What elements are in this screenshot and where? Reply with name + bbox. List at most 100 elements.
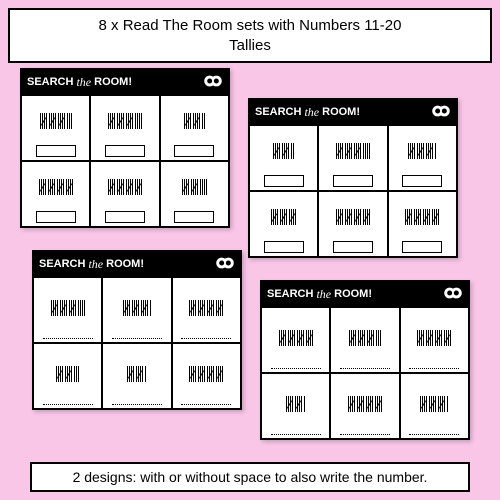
worksheet-cell — [249, 125, 318, 191]
answer-box — [333, 241, 373, 253]
worksheet-cell — [318, 191, 387, 257]
binoculars-icon — [443, 284, 463, 302]
tally-marks — [418, 377, 450, 431]
answer-line — [409, 368, 459, 369]
tally-marks — [403, 195, 441, 239]
worksheet-cell — [33, 343, 102, 409]
worksheet-cell — [33, 277, 102, 343]
answer-box — [402, 175, 442, 187]
tally-marks — [106, 99, 144, 143]
tally-marks — [415, 311, 453, 365]
binoculars-icon — [215, 254, 235, 272]
worksheet-grid — [249, 125, 457, 257]
tally-marks — [49, 281, 87, 335]
answer-line — [181, 404, 231, 405]
header-word2: the — [304, 105, 319, 120]
worksheet-1: SEARCHtheROOM! — [20, 68, 230, 228]
tally-marks — [284, 377, 307, 431]
answer-line — [112, 404, 162, 405]
worksheet-cell — [400, 307, 469, 373]
header-word1: SEARCH — [27, 76, 73, 88]
worksheet-cell — [249, 191, 318, 257]
tally-marks — [106, 165, 144, 209]
footer-box: 2 designs: with or without space to also… — [30, 462, 470, 492]
worksheet-grid — [21, 95, 229, 227]
tally-marks — [347, 311, 383, 365]
worksheet-cell — [90, 95, 159, 161]
worksheet-header: SEARCHtheROOM! — [21, 69, 229, 95]
footer-text: 2 designs: with or without space to also… — [73, 469, 428, 485]
answer-box — [333, 175, 373, 187]
worksheet-cell — [330, 307, 399, 373]
worksheet-header: SEARCHtheROOM! — [249, 99, 457, 125]
header-word3: ROOM! — [322, 106, 360, 118]
worksheet-cell — [388, 125, 457, 191]
answer-box — [36, 145, 76, 157]
title-line2: Tallies — [20, 36, 480, 56]
answer-line — [340, 434, 390, 435]
title-line1: 8 x Read The Room sets with Numbers 11-2… — [20, 16, 480, 36]
answer-line — [43, 338, 93, 339]
worksheet-cell — [318, 125, 387, 191]
tally-marks — [334, 195, 372, 239]
worksheet-cell — [90, 161, 159, 227]
tally-marks — [269, 195, 298, 239]
worksheet-cell — [21, 161, 90, 227]
worksheet-header: SEARCHtheROOM! — [33, 251, 241, 277]
worksheet-cell — [172, 277, 241, 343]
binoculars-icon — [203, 72, 223, 90]
answer-line — [112, 338, 162, 339]
tally-marks — [187, 281, 225, 335]
tally-marks — [187, 347, 225, 401]
title-box: 8 x Read The Room sets with Numbers 11-2… — [8, 8, 492, 63]
answer-box — [264, 241, 304, 253]
header-word2: the — [76, 75, 91, 90]
header-word1: SEARCH — [267, 288, 313, 300]
worksheet-cell — [160, 161, 229, 227]
header-word3: ROOM! — [94, 76, 132, 88]
header-word2: the — [88, 257, 103, 272]
tally-marks — [346, 377, 384, 431]
tally-marks — [121, 281, 153, 335]
tally-marks — [37, 165, 75, 209]
answer-box — [264, 175, 304, 187]
worksheet-cell — [261, 373, 330, 439]
answer-box — [402, 241, 442, 253]
worksheet-cell — [388, 191, 457, 257]
worksheet-4: SEARCHtheROOM! — [260, 280, 470, 440]
answer-line — [181, 338, 231, 339]
answer-box — [174, 211, 214, 223]
worksheet-3: SEARCHtheROOM! — [32, 250, 242, 410]
worksheet-2: SEARCHtheROOM! — [248, 98, 458, 258]
worksheet-cell — [400, 373, 469, 439]
answer-line — [43, 404, 93, 405]
answer-line — [271, 434, 321, 435]
header-word3: ROOM! — [334, 288, 372, 300]
header-word2: the — [316, 287, 331, 302]
worksheet-cell — [261, 307, 330, 373]
worksheet-cell — [21, 95, 90, 161]
answer-box — [36, 211, 76, 223]
tally-marks — [277, 311, 315, 365]
worksheet-cell — [102, 343, 171, 409]
tally-marks — [125, 347, 148, 401]
tally-marks — [182, 99, 207, 143]
binoculars-icon — [431, 102, 451, 120]
answer-line — [409, 434, 459, 435]
header-word1: SEARCH — [39, 258, 85, 270]
worksheet-cell — [160, 95, 229, 161]
tally-marks — [406, 129, 438, 173]
tally-marks — [271, 129, 296, 173]
answer-line — [340, 368, 390, 369]
answer-box — [105, 145, 145, 157]
worksheet-grid — [261, 307, 469, 439]
worksheet-cell — [330, 373, 399, 439]
answer-box — [174, 145, 214, 157]
worksheet-cell — [102, 277, 171, 343]
worksheet-header: SEARCHtheROOM! — [261, 281, 469, 307]
worksheet-grid — [33, 277, 241, 409]
answer-line — [271, 368, 321, 369]
header-word3: ROOM! — [106, 258, 144, 270]
worksheet-cell — [172, 343, 241, 409]
header-word1: SEARCH — [255, 106, 301, 118]
